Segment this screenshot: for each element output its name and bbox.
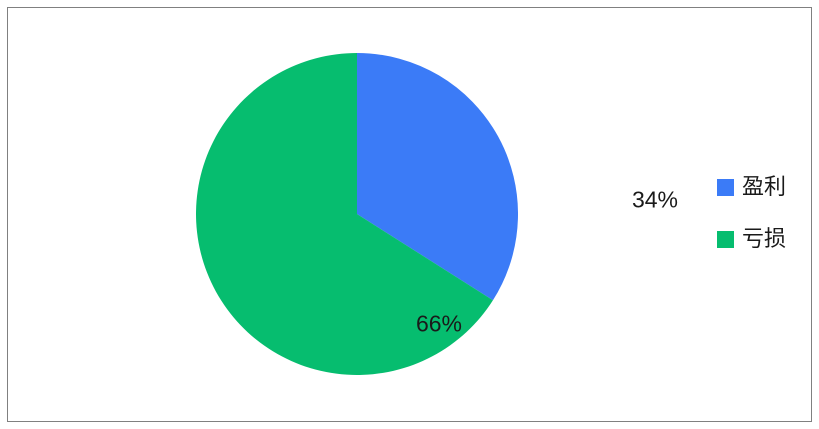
pie-slice-label-profit: 34% (631, 186, 679, 213)
legend-item-profit[interactable]: 盈利 (717, 176, 786, 198)
legend-label-loss: 亏损 (742, 226, 787, 251)
chart-legend: 盈利 亏损 (717, 176, 786, 250)
pie-slice-label-loss: 66% (415, 310, 463, 337)
legend-label-profit: 盈利 (742, 174, 787, 199)
legend-swatch-icon-profit (717, 178, 734, 196)
legend-item-loss[interactable]: 亏损 (717, 228, 786, 250)
legend-swatch-icon-loss (717, 230, 734, 248)
pie-chart-plot-area: 34% 66% 盈利 亏损 (8, 8, 813, 423)
pie-slice-profit[interactable] (357, 53, 518, 301)
chart-frame: 34% 66% 盈利 亏损 (7, 7, 812, 422)
pie-chart: 34% 66% (196, 53, 678, 375)
pie-svg (196, 53, 518, 375)
pie-slice-loss[interactable] (196, 53, 493, 375)
